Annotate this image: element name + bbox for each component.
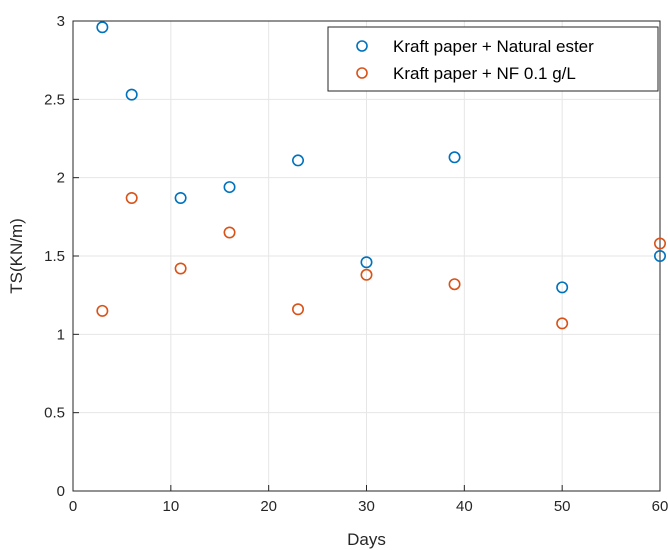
y-tick-label: 2.5 — [44, 91, 65, 108]
x-tick-label: 20 — [260, 498, 277, 515]
legend-box — [327, 26, 659, 92]
data-point — [96, 21, 109, 34]
x-tick-label: 60 — [652, 498, 668, 515]
y-tick-label: 1.5 — [44, 248, 65, 265]
y-tick-label: 0 — [57, 483, 65, 500]
x-tick-label: 10 — [162, 498, 179, 515]
data-point — [292, 154, 305, 167]
legend: Kraft paper + Natural ester Kraft paper … — [327, 26, 659, 92]
x-tick-label: 50 — [554, 498, 571, 515]
data-point — [360, 268, 373, 281]
data-point — [556, 317, 569, 330]
y-tick-label: 1 — [57, 326, 65, 343]
axis-ticks: 0 10 20 30 40 50 60 0 0.5 1 1.5 2 2.5 3 — [44, 13, 668, 515]
y-tick-label: 3 — [57, 13, 65, 30]
x-tick-label: 0 — [69, 498, 77, 515]
data-point — [223, 181, 236, 194]
x-axis-label: Days — [347, 530, 386, 549]
data-point — [125, 88, 138, 101]
x-tick-label: 40 — [456, 498, 473, 515]
data-point — [556, 281, 569, 294]
y-axis-label: TS(KN/m) — [7, 218, 26, 294]
data-point — [96, 304, 109, 317]
data-point — [653, 250, 666, 263]
data-point — [448, 278, 461, 291]
data-point — [125, 192, 138, 205]
data-point — [174, 192, 187, 205]
x-tick-label: 30 — [358, 498, 375, 515]
y-tick-label: 0.5 — [44, 405, 65, 422]
legend-label-nf: Kraft paper + NF 0.1 g/L — [393, 64, 576, 83]
data-point — [360, 256, 373, 269]
data-point — [292, 303, 305, 316]
data-marks — [96, 21, 666, 330]
legend-marker-nf — [356, 67, 368, 79]
legend-label-natural-ester: Kraft paper + Natural ester — [393, 37, 594, 56]
legend-marker-natural-ester — [356, 40, 368, 52]
data-point — [223, 226, 236, 239]
data-point — [653, 237, 666, 250]
series-1 — [96, 192, 666, 330]
data-point — [174, 262, 187, 275]
data-point — [448, 151, 461, 164]
series-0 — [96, 21, 666, 294]
y-tick-label: 2 — [57, 170, 65, 187]
